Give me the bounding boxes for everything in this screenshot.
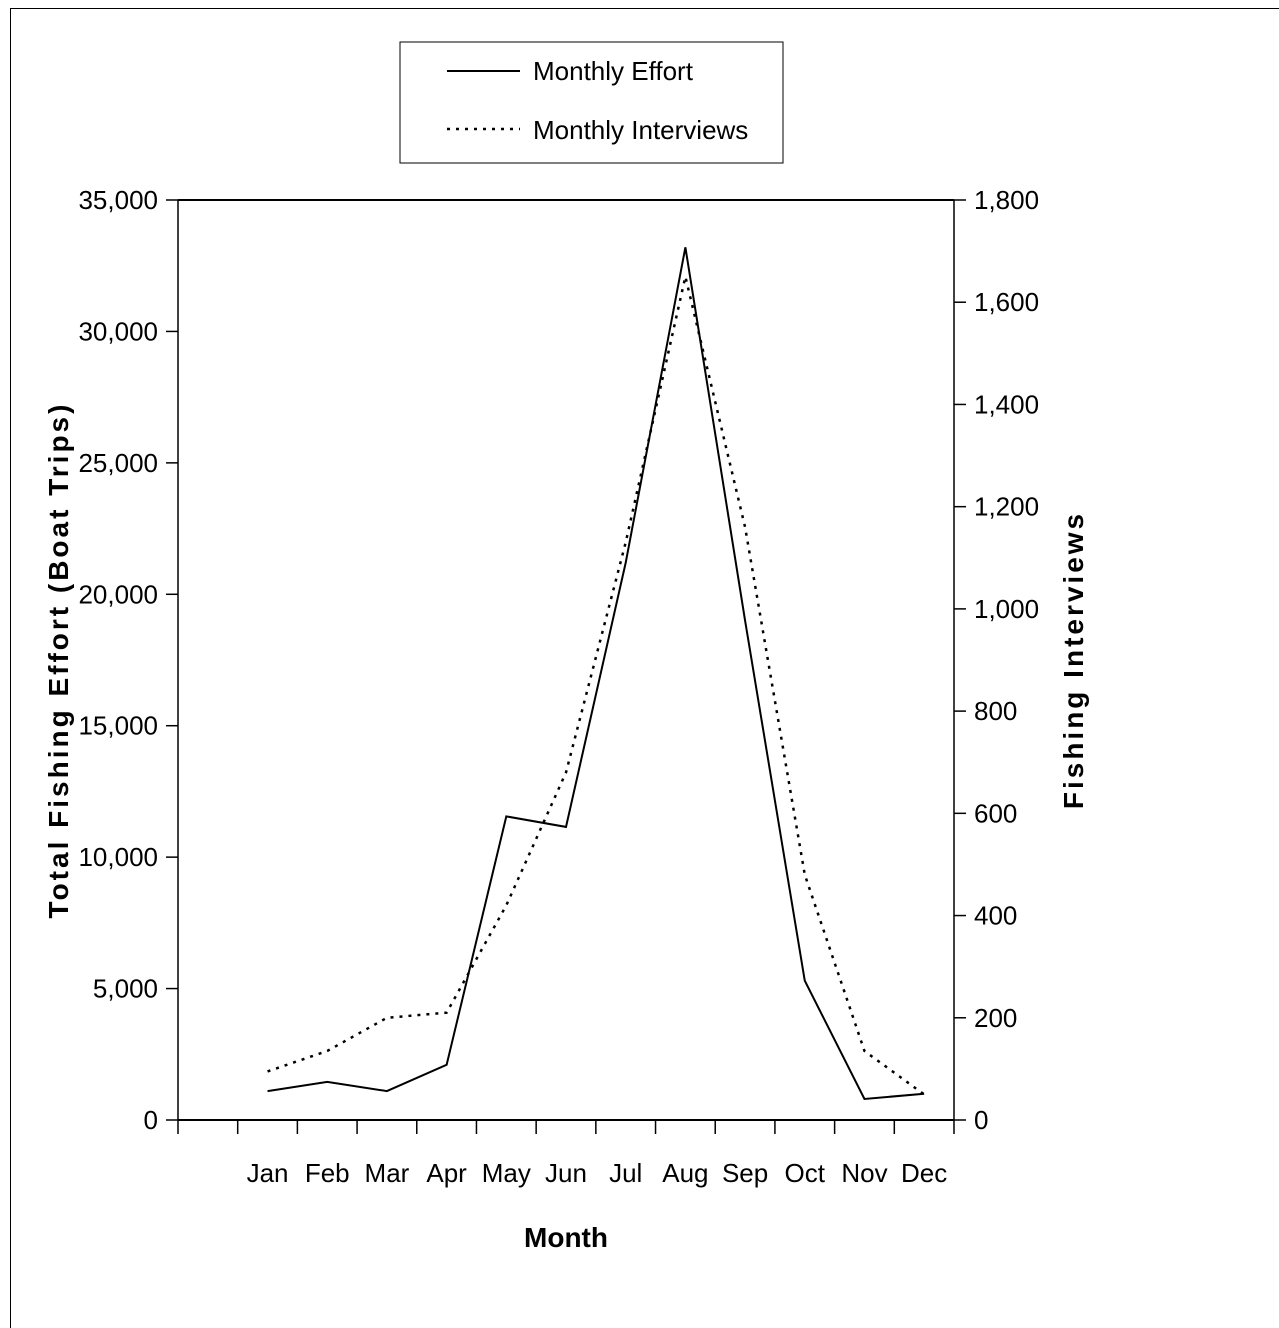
x-tick-label: Apr: [426, 1158, 467, 1188]
x-tick-label: May: [482, 1158, 531, 1188]
series-line-monthly-interviews: [268, 277, 925, 1095]
x-axis-ticks: Jan Feb Mar Apr May Jun Jul Aug Sep Oct Nov Dec: [178, 1120, 954, 1188]
y-tick-label: 20,000: [78, 579, 158, 609]
x-tick-label: Oct: [785, 1158, 826, 1188]
y2-tick-label: 1,400: [974, 389, 1039, 419]
x-axis-title: Month: [524, 1222, 608, 1253]
y2-tick-label: 1,000: [974, 594, 1039, 624]
x-tick-label: Aug: [662, 1158, 708, 1188]
y-tick-label: 25,000: [78, 448, 158, 478]
y2-axis-ticks: 0 200 400 600 800 1,000 1,200 1,400 1,600 1,800: [954, 185, 1039, 1135]
legend: Monthly Effort Monthly Interviews: [400, 42, 783, 163]
line-chart: Monthly Effort Monthly Interviews 0 5,000…: [0, 0, 1279, 1299]
y2-tick-label: 600: [974, 798, 1017, 828]
x-tick-label: Mar: [365, 1158, 410, 1188]
y2-tick-label: 800: [974, 696, 1017, 726]
y-tick-label: 10,000: [78, 842, 158, 872]
legend-label-monthly-effort: Monthly Effort: [533, 56, 694, 86]
y-axis-title: Total Fishing Effort (Boat Trips): [43, 402, 74, 919]
x-tick-label: Feb: [305, 1158, 350, 1188]
x-tick-label: Sep: [722, 1158, 768, 1188]
x-tick-label: Jan: [247, 1158, 289, 1188]
y2-axis-title: Fishing Interviews: [1058, 511, 1089, 809]
y2-tick-label: 1,800: [974, 185, 1039, 215]
x-tick-label: Jul: [609, 1158, 642, 1188]
x-tick-label: Dec: [901, 1158, 947, 1188]
y2-tick-label: 200: [974, 1003, 1017, 1033]
y2-tick-label: 400: [974, 901, 1017, 931]
y-axis-ticks: 0 5,000 10,000 15,000 20,000 25,000 30,000 35,0…: [78, 185, 178, 1135]
y2-tick-label: 1,600: [974, 287, 1039, 317]
y-tick-label: 15,000: [78, 711, 158, 741]
series-lines: [268, 247, 925, 1099]
y-tick-label: 35,000: [78, 185, 158, 215]
y-tick-label: 5,000: [93, 974, 158, 1004]
y-tick-label: 30,000: [78, 316, 158, 346]
series-line-monthly-effort: [268, 247, 925, 1099]
y2-tick-label: 1,200: [974, 492, 1039, 522]
x-tick-label: Jun: [545, 1158, 587, 1188]
legend-label-monthly-interviews: Monthly Interviews: [533, 115, 748, 145]
y-tick-label: 0: [144, 1105, 158, 1135]
x-tick-label: Nov: [841, 1158, 887, 1188]
y2-tick-label: 0: [974, 1105, 988, 1135]
